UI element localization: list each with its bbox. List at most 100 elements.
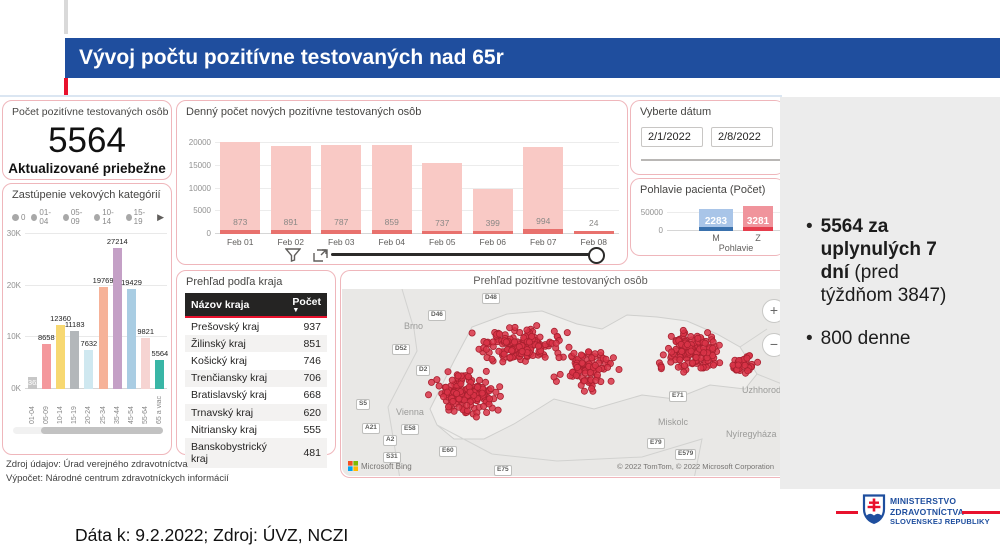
- kpi-value: 5564: [48, 121, 126, 160]
- gender-xtick: M: [712, 233, 720, 243]
- daily-ytick: 15000: [188, 160, 211, 170]
- bing-logo: Microsoft Bing: [348, 461, 412, 471]
- daily-bar-positive: [220, 230, 261, 234]
- legend-scroll-arrow-icon[interactable]: ▶: [157, 211, 164, 222]
- daily-bar-Feb 07[interactable]: 994: [523, 146, 564, 234]
- age-xtick: 10-14: [56, 406, 64, 424]
- daily-bar-Feb 06[interactable]: 399: [472, 188, 513, 234]
- daily-xtick: Feb 08: [580, 237, 607, 247]
- age-ytick: 10K: [6, 332, 21, 342]
- age-bar-label: 11183: [64, 320, 85, 330]
- title-red-tick: [64, 78, 68, 97]
- daily-bar-label: 891: [283, 216, 298, 227]
- age-bar-05-09[interactable]: [41, 344, 51, 389]
- age-chart-scrollbar-thumb[interactable]: [41, 427, 163, 434]
- age-gridline: [25, 284, 167, 286]
- gender-bar-positive: [743, 227, 773, 231]
- gender-bar-label: 3281: [746, 216, 770, 227]
- age-bar-01-04[interactable]: [27, 376, 37, 389]
- legend-item[interactable]: 10-14: [94, 208, 119, 226]
- legend-item[interactable]: 0: [12, 213, 25, 222]
- gender-bar-M[interactable]: 2283: [699, 209, 733, 231]
- age-bar-10-14[interactable]: [56, 325, 65, 389]
- age-bar-65 a viac[interactable]: [155, 360, 165, 389]
- region-table-row[interactable]: Prešovský kraj 937: [191, 320, 321, 333]
- date-to-input[interactable]: [711, 127, 773, 147]
- daily-chart-title: Denný počet nových pozitívne testovaných…: [186, 106, 422, 118]
- top-gray-tick: [64, 0, 68, 34]
- report-frame-line: [0, 95, 782, 97]
- ministry-logo: MINISTERSTVO ZDRAVOTNÍCTVA SLOVENSKEJ RE…: [830, 492, 1000, 536]
- age-bar-label: 19769: [92, 275, 114, 285]
- legend-dot-icon: [125, 213, 132, 221]
- age-bar-55-64[interactable]: [141, 338, 151, 389]
- age-xtick: 25-34: [99, 406, 107, 424]
- focus-mode-icon[interactable]: [313, 248, 328, 267]
- region-table-row[interactable]: Trenčiansky kraj 706: [185, 369, 327, 387]
- map-zoom-in-button[interactable]: +: [762, 299, 780, 323]
- count-col-header[interactable]: Počet ▼: [286, 293, 327, 317]
- daily-gridline: [215, 164, 619, 166]
- daily-xtick: Feb 01: [227, 237, 254, 247]
- age-bar-25-34[interactable]: [98, 286, 108, 389]
- age-plot: 2362 8658 12360 11183 7632 19769 27214 19429 982…: [24, 226, 168, 389]
- daily-xtick: Feb 07: [530, 237, 557, 247]
- note-weekly: • 5564 za uplynulých 7 dní (pred týždňom…: [806, 216, 947, 306]
- daily-bar-positive: [321, 230, 362, 234]
- daily-bar-Feb 02[interactable]: 891: [270, 145, 311, 234]
- title-bar: Vývoj počtu pozitívne testovaných nad 65…: [65, 38, 1000, 78]
- age-bar-label: 7632: [80, 338, 98, 348]
- daily-bar-Feb 03[interactable]: 787: [321, 145, 362, 234]
- gender-ytick-50000: 50000: [640, 208, 663, 217]
- date-slicer-panel: Vyberte dátum: [630, 100, 786, 175]
- map-canvas[interactable]: D48 D46 D52 D2 S5 A21 E58 A2 S31 E60 E75 E71 E79 E579…: [342, 289, 780, 476]
- ministry-line-2: ZDRAVOTNÍCTVA: [890, 506, 965, 517]
- road-shield-E60: E60: [439, 446, 457, 457]
- daily-zoom-slider[interactable]: [331, 253, 601, 256]
- date-from-input[interactable]: [641, 127, 703, 147]
- date-range-slider[interactable]: [641, 159, 786, 161]
- legend-item[interactable]: 01-04: [31, 208, 56, 226]
- age-bar-20-24[interactable]: [84, 349, 94, 389]
- daily-bar-positive: [371, 230, 412, 234]
- daily-bar-Feb 05[interactable]: 737: [422, 163, 463, 234]
- age-chart-scrollbar[interactable]: [13, 427, 163, 434]
- road-shield-S5: S5: [356, 399, 370, 410]
- microsoft-logo-icon: [348, 461, 358, 471]
- region-table-header[interactable]: Názov kraja Počet ▼: [185, 293, 327, 317]
- daily-bar-Feb 08[interactable]: 24: [573, 218, 614, 234]
- age-bar-35-44[interactable]: [112, 248, 122, 389]
- ministry-line-3: SLOVENSKEJ REPUBLIKY: [890, 517, 990, 526]
- daily-x-axis: Feb 01 Feb 02 Feb 03 Feb 04 Feb 05 Feb 06 Feb …: [215, 237, 619, 247]
- region-table-panel: Prehľad podľa kraja Názov kraja Počet ▼ …: [176, 270, 336, 468]
- daily-bar-Feb 04[interactable]: 859: [371, 144, 412, 234]
- daily-xtick: Feb 02: [277, 237, 304, 247]
- gender-bar-Z[interactable]: 3281: [743, 206, 773, 231]
- legend-item[interactable]: 05-09: [62, 208, 88, 226]
- daily-zoom-slider-handle[interactable]: [588, 247, 605, 264]
- daily-bar-label: 737: [435, 217, 450, 228]
- region-table-row[interactable]: Košický kraj 746: [191, 354, 321, 367]
- age-bar-45-54[interactable]: [127, 288, 136, 389]
- age-bar-label: 2362: [23, 378, 41, 387]
- region-table-row[interactable]: Trnavský kraj 620: [185, 403, 327, 422]
- region-table-row[interactable]: Nitriansky kraj 555: [191, 423, 321, 436]
- region-table-row[interactable]: Bratislavský kraj 668: [191, 389, 321, 402]
- region-table-row[interactable]: Žilinský kraj 851: [185, 335, 327, 353]
- gender-ytick-0: 0: [658, 226, 663, 235]
- age-bar-label: 27214: [106, 237, 128, 247]
- legend-item[interactable]: 15-19: [125, 208, 151, 226]
- legend-dot-icon: [62, 213, 69, 221]
- map-zoom-out-button[interactable]: −: [762, 333, 780, 357]
- daily-bar-Feb 01[interactable]: 873: [220, 142, 261, 234]
- region-table-row[interactable]: Banskobystrický kraj 481: [185, 438, 327, 468]
- filter-icon[interactable]: [284, 248, 302, 267]
- daily-ytick: 10000: [188, 183, 211, 193]
- gender-chart-panel: Pohlavie pacienta (Počet) 2283 3281 50000…: [630, 178, 785, 256]
- age-bar-label: 5564: [151, 349, 169, 359]
- age-bar-15-19[interactable]: [70, 331, 80, 389]
- road-shield-E79: E79: [647, 438, 665, 449]
- kpi-subtitle: Aktualizované priebežne: [8, 161, 166, 176]
- region-col-header[interactable]: Názov kraja: [185, 293, 287, 317]
